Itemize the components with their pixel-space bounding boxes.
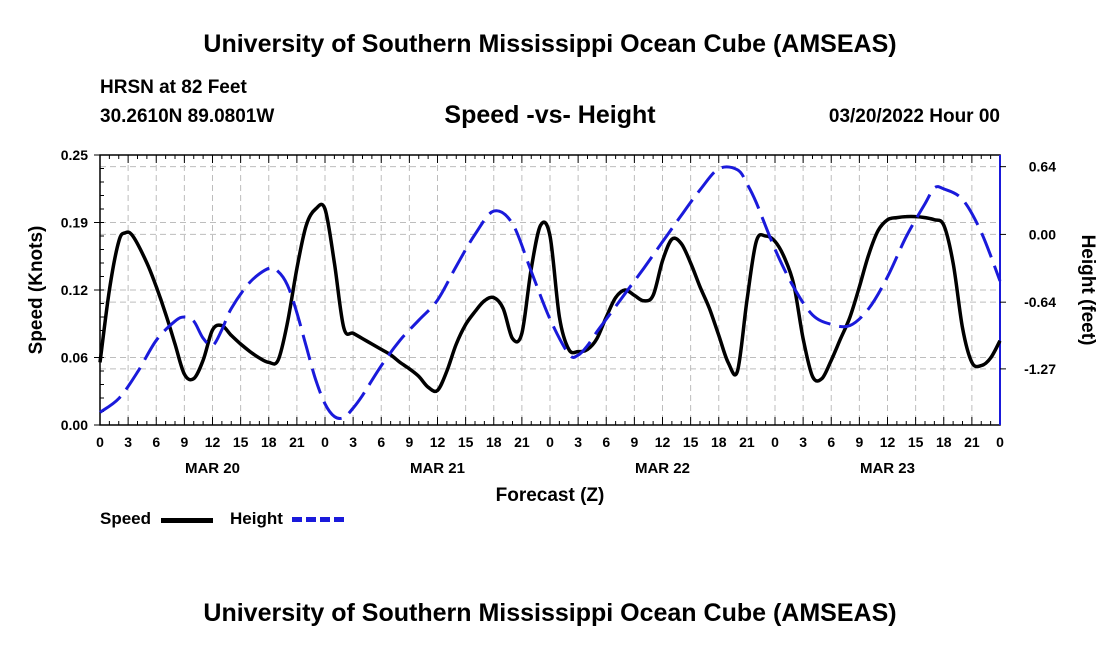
x-tick-label: 15 xyxy=(908,434,924,450)
x-tick-label: 21 xyxy=(289,434,305,450)
x-day-label: MAR 22 xyxy=(635,460,690,477)
x-tick-label: 12 xyxy=(430,434,446,450)
x-tick-label: 3 xyxy=(124,434,132,450)
height-series-line xyxy=(99,165,1002,420)
x-tick-label: 6 xyxy=(377,434,385,450)
y-left-tick-label: 0.00 xyxy=(61,417,88,433)
x-tick-label: 0 xyxy=(996,434,1004,450)
x-tick-label: 18 xyxy=(936,434,952,450)
y-left-axis-title: Speed (Knots) xyxy=(26,226,47,355)
chart-subtitle: Speed -vs- Height xyxy=(444,101,656,129)
station-label: HRSN at 82 Feet xyxy=(100,77,247,98)
chart-main-title: University of Southern Mississippi Ocean… xyxy=(203,30,897,58)
station-coordinates: 30.2610N 89.0801W xyxy=(100,106,275,127)
x-tick-label: 18 xyxy=(711,434,727,450)
legend-speed-label: Speed xyxy=(100,509,152,528)
y-right-axis-title: Height (feet) xyxy=(1077,235,1098,346)
x-axis-title: Forecast (Z) xyxy=(496,485,605,506)
x-tick-label: 9 xyxy=(855,434,863,450)
x-tick-label: 21 xyxy=(739,434,755,450)
forecast-datetime: 03/20/2022 Hour 00 xyxy=(828,106,1000,127)
y-right-tick-label: 0.64 xyxy=(1029,159,1056,175)
x-tick-label: 0 xyxy=(96,434,104,450)
footer-title: University of Southern Mississippi Ocean… xyxy=(203,599,897,627)
x-tick-label: 18 xyxy=(261,434,277,450)
x-tick-label: 9 xyxy=(630,434,638,450)
x-tick-label: 12 xyxy=(205,434,221,450)
x-tick-label: 9 xyxy=(180,434,188,450)
speed-series-line xyxy=(98,202,1002,394)
y-right-tick-label: -0.64 xyxy=(1024,294,1056,310)
x-tick-label: 15 xyxy=(233,434,249,450)
x-day-label: MAR 23 xyxy=(860,460,915,477)
legend-height-label: Height xyxy=(230,509,283,528)
x-tick-label: 6 xyxy=(827,434,835,450)
legend-speed-swatch xyxy=(161,518,213,523)
x-tick-label: 3 xyxy=(799,434,807,450)
y-left-tick-label: 0.19 xyxy=(61,215,88,231)
y-right-tick-label: -1.27 xyxy=(1024,361,1056,377)
x-tick-label: 0 xyxy=(771,434,779,450)
x-tick-label: 12 xyxy=(880,434,896,450)
x-tick-label: 21 xyxy=(964,434,980,450)
x-tick-label: 3 xyxy=(574,434,582,450)
x-tick-label: 0 xyxy=(321,434,329,450)
y-left-tick-label: 0.25 xyxy=(61,147,88,163)
x-tick-label: 9 xyxy=(405,434,413,450)
y-left-tick-label: 0.06 xyxy=(61,350,88,366)
x-day-label: MAR 21 xyxy=(410,460,465,477)
x-tick-label: 0 xyxy=(546,434,554,450)
x-tick-label: 6 xyxy=(152,434,160,450)
x-tick-label: 18 xyxy=(486,434,502,450)
x-tick-label: 12 xyxy=(655,434,671,450)
x-tick-label: 6 xyxy=(602,434,610,450)
y-right-tick-label: 0.00 xyxy=(1029,226,1056,242)
x-day-label: MAR 20 xyxy=(185,460,240,477)
x-tick-label: 15 xyxy=(458,434,474,450)
y-left-tick-label: 0.12 xyxy=(61,282,88,298)
x-tick-label: 15 xyxy=(683,434,699,450)
x-tick-label: 21 xyxy=(514,434,530,450)
x-tick-label: 3 xyxy=(349,434,357,450)
legend-height-swatch xyxy=(292,517,344,522)
